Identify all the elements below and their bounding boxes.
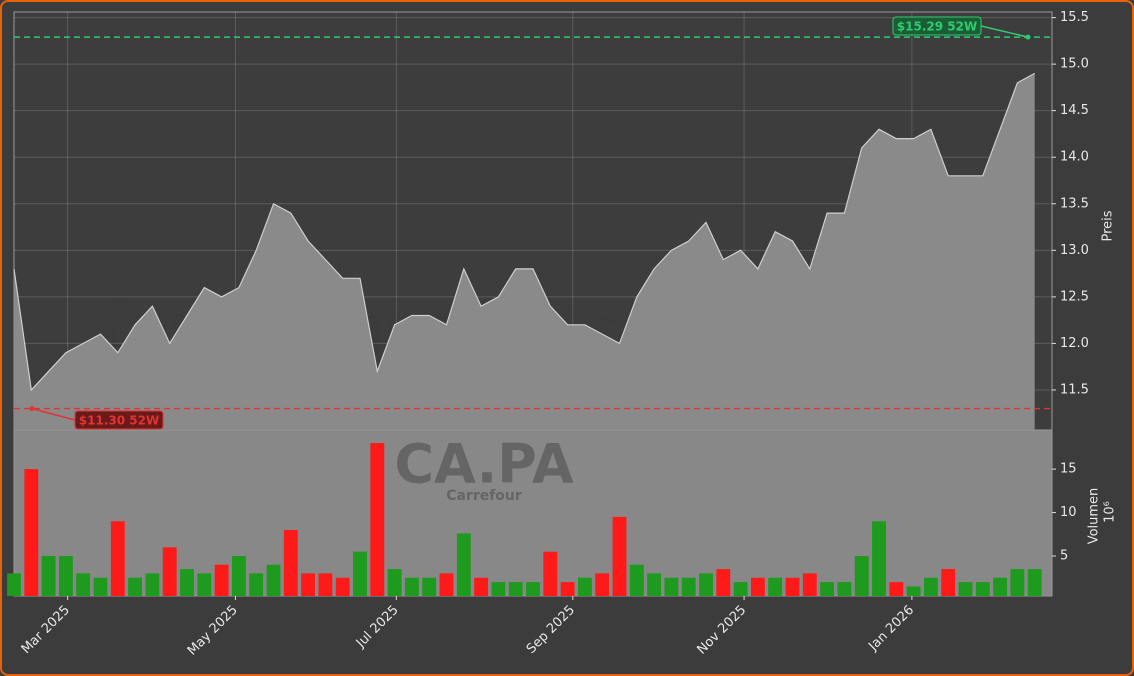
volume-bar [41, 556, 56, 596]
volume-bar [301, 573, 316, 596]
volume-bar [7, 573, 21, 596]
volume-bar [647, 573, 662, 596]
price-area [14, 73, 1035, 431]
volume-bar [1010, 569, 1025, 596]
volume-bar [612, 516, 627, 596]
volume-bar [543, 551, 558, 596]
volume-bar [664, 577, 679, 596]
annotation-arrowhead [1025, 34, 1031, 40]
volume-bar [58, 556, 73, 596]
y-tick-label: 13.0 [1060, 243, 1089, 258]
volume-bar [975, 582, 990, 596]
volume-bar [560, 582, 575, 596]
volume-bar [577, 577, 592, 596]
volume-bar [508, 582, 523, 596]
x-tick-label: Sep 2025 [524, 603, 578, 657]
y-tick-label: 5 [1060, 549, 1068, 564]
volume-bar [802, 573, 817, 596]
volume-bar [145, 573, 160, 596]
volume-bar [249, 573, 264, 596]
volume-bar [180, 569, 194, 596]
annotation: $15.29 52W [892, 16, 1031, 40]
annotation-arrow [31, 407, 76, 421]
y-axis-label: Volumen [1087, 488, 1102, 545]
volume-bar [854, 556, 869, 596]
y-tick-label: 15.5 [1060, 10, 1089, 25]
volume-bar [681, 577, 696, 596]
volume-bar [197, 573, 212, 596]
x-tick-label: Mar 2025 [19, 603, 73, 657]
annotation-label: $15.29 52W [897, 20, 977, 34]
y-tick-label: 15.0 [1060, 57, 1089, 72]
y-tick-label: 12.5 [1060, 289, 1089, 304]
x-tick-label: Nov 2025 [694, 603, 749, 658]
volume-bar [128, 577, 143, 596]
y-tick-label: 14.5 [1060, 103, 1089, 118]
y-tick-label: 12.0 [1060, 336, 1089, 351]
volume-bar [353, 551, 367, 596]
volume-bar [370, 443, 385, 596]
volume-bar [941, 569, 956, 596]
volume-bar [526, 582, 540, 596]
volume-bar [474, 577, 489, 596]
y-tick-label: 11.5 [1060, 382, 1089, 397]
volume-bar [750, 577, 765, 596]
volume-bar [906, 586, 921, 596]
volume-bar [283, 529, 298, 596]
volume-bar [110, 521, 125, 596]
volume-bar [872, 521, 886, 596]
x-tick-label: Jul 2025 [353, 603, 402, 652]
annotation-label: $11.30 52W [79, 414, 159, 428]
volume-bar [785, 577, 800, 596]
volume-bar [387, 569, 402, 596]
volume-bar [404, 577, 419, 596]
volume-bar [716, 569, 731, 596]
volume-bar [335, 577, 350, 596]
y-axis-label: Preis [1101, 210, 1116, 241]
y-tick-label: 13.5 [1060, 196, 1089, 211]
x-tick-label: Jan 2026 [865, 603, 917, 655]
annotation-arrow [980, 25, 1029, 38]
volume-bar [958, 582, 973, 596]
volume-bar [214, 564, 229, 596]
volume-bar [456, 533, 471, 596]
y-axis-scale: 10⁶ [1103, 501, 1118, 523]
volume-bar [993, 577, 1008, 596]
volume-bar [266, 564, 281, 596]
volume-bar [318, 573, 333, 596]
volume-bar [837, 582, 852, 596]
volume-bar [820, 582, 835, 596]
volume-bar [1027, 569, 1042, 596]
volume-bar [422, 577, 437, 596]
volume-bar [889, 582, 904, 596]
watermark: Carrefour [446, 488, 522, 504]
x-tick-label: May 2025 [185, 603, 241, 659]
watermark: CA.PA [394, 433, 574, 496]
volume-bar [76, 573, 91, 596]
volume-bar [595, 573, 610, 596]
price-line [13, 72, 1035, 392]
volume-bar [231, 556, 246, 596]
volume-bar [629, 564, 644, 596]
volume-bar [491, 582, 506, 596]
volume-bar [733, 582, 748, 596]
volume-bar [699, 573, 713, 596]
y-tick-label: 15 [1060, 462, 1077, 477]
volume-bar [923, 577, 938, 596]
y-tick-label: 14.0 [1060, 150, 1089, 165]
y-tick-label: 10 [1060, 505, 1077, 520]
volume-bar [24, 469, 39, 596]
volume-bar [93, 577, 108, 596]
annotation-arrowhead [29, 406, 35, 412]
volume-bar [162, 547, 177, 596]
annotation: $11.30 52W [29, 406, 164, 430]
volume-bar [439, 573, 454, 596]
volume-bar [768, 577, 783, 596]
